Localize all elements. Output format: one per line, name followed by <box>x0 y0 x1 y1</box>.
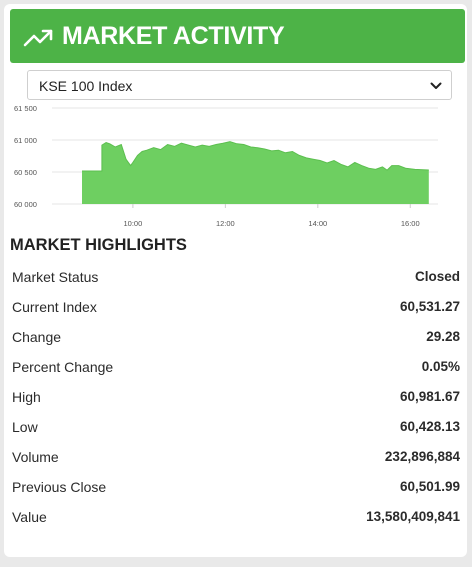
highlight-label: Change <box>12 329 62 345</box>
highlight-value: Closed <box>414 269 460 284</box>
y-tick-label: 61 500 <box>14 104 37 113</box>
highlight-label: Previous Close <box>12 479 107 495</box>
y-tick-label: 61 000 <box>14 136 37 145</box>
highlight-value: 232,896,884 <box>384 449 460 464</box>
highlight-label: Percent Change <box>12 359 114 375</box>
highlight-row: Low 60,428.13 <box>0 413 472 443</box>
highlight-value: 60,428.13 <box>399 419 460 434</box>
page-title: MARKET ACTIVITY <box>62 22 285 50</box>
highlight-row: Value 13,580,409,841 <box>0 503 472 533</box>
market-activity-header: MARKET ACTIVITY <box>10 9 465 63</box>
highlight-label: Low <box>12 419 38 435</box>
x-tick-label: 14:00 <box>308 219 327 228</box>
highlight-value: 60,981.67 <box>399 389 460 404</box>
y-tick-label: 60 500 <box>14 168 37 177</box>
highlight-label: Volume <box>12 449 59 465</box>
chevron-down-icon <box>430 82 442 89</box>
highlight-value: 60,501.99 <box>399 479 460 494</box>
x-tick-label: 10:00 <box>124 219 143 228</box>
highlight-label: Market Status <box>12 269 99 285</box>
highlight-row: Current Index 60,531.27 <box>0 293 472 323</box>
highlights-title: MARKET HIGHLIGHTS <box>10 236 187 254</box>
index-line <box>82 141 429 172</box>
highlight-row: Previous Close 60,501.99 <box>0 473 472 503</box>
highlight-value: 0.05% <box>421 359 460 374</box>
highlight-label: High <box>12 389 41 405</box>
y-tick-label: 60 000 <box>14 200 37 209</box>
highlight-value: 13,580,409,841 <box>366 509 460 524</box>
highlight-value: 29.28 <box>426 329 460 344</box>
x-tick-label: 16:00 <box>401 219 420 228</box>
highlight-row: High 60,981.67 <box>0 383 472 413</box>
highlight-row: Percent Change 0.05% <box>0 353 472 383</box>
highlight-row: Volume 232,896,884 <box>0 443 472 473</box>
index-select[interactable]: KSE 100 Index <box>27 70 452 100</box>
highlight-label: Value <box>12 509 47 525</box>
highlight-label: Current Index <box>12 299 97 315</box>
highlight-row: Market Status Closed <box>0 263 472 293</box>
index-select-value: KSE 100 Index <box>39 78 133 94</box>
highlight-row: Change 29.28 <box>0 323 472 353</box>
market-activity-card: MARKET ACTIVITY KSE 100 Index <box>4 4 467 557</box>
highlight-value: 60,531.27 <box>399 299 460 314</box>
trending-up-icon <box>23 29 53 47</box>
x-tick-label: 12:00 <box>216 219 235 228</box>
index-chart: 61 500 61 000 60 500 60 000 10:00 12:00 14:00 1… <box>14 104 438 228</box>
index-area <box>82 141 429 204</box>
